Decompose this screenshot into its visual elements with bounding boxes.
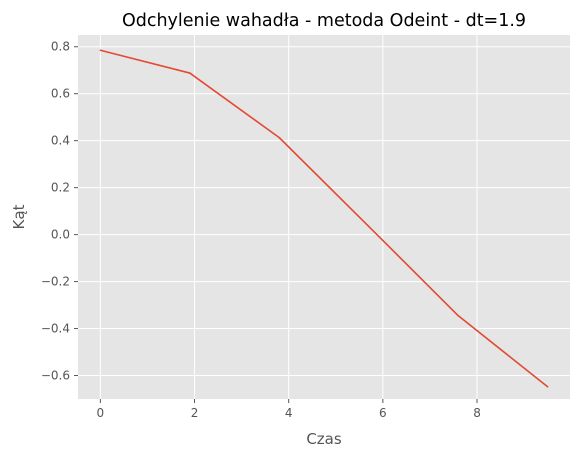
x-tick-label: 6 xyxy=(379,406,387,420)
plot-area xyxy=(78,35,570,399)
data-point xyxy=(100,49,102,51)
x-tick-label: 4 xyxy=(285,406,293,420)
y-tick-label: −0.6 xyxy=(41,369,70,383)
x-tick-label: 8 xyxy=(473,406,481,420)
y-tick-label: 0.2 xyxy=(51,181,70,195)
y-tick-label: 0.0 xyxy=(51,228,70,242)
y-tick-label: 0.8 xyxy=(51,40,70,54)
chart-title: Odchylenie wahadła - metoda Odeint - dt=… xyxy=(122,11,526,31)
y-tick-label: −0.2 xyxy=(41,275,70,289)
data-point xyxy=(189,72,191,74)
y-axis-label: Kąt xyxy=(10,204,28,229)
data-point xyxy=(368,226,370,228)
x-tick-label: 0 xyxy=(97,406,105,420)
x-axis-label: Czas xyxy=(306,430,342,448)
y-tick-label: 0.6 xyxy=(51,87,70,101)
y-tick-label: −0.4 xyxy=(41,322,70,336)
data-point xyxy=(278,137,280,139)
x-tick-label: 2 xyxy=(191,406,199,420)
data-point xyxy=(457,315,459,317)
y-tick-label: 0.4 xyxy=(51,134,70,148)
data-point xyxy=(547,386,549,388)
